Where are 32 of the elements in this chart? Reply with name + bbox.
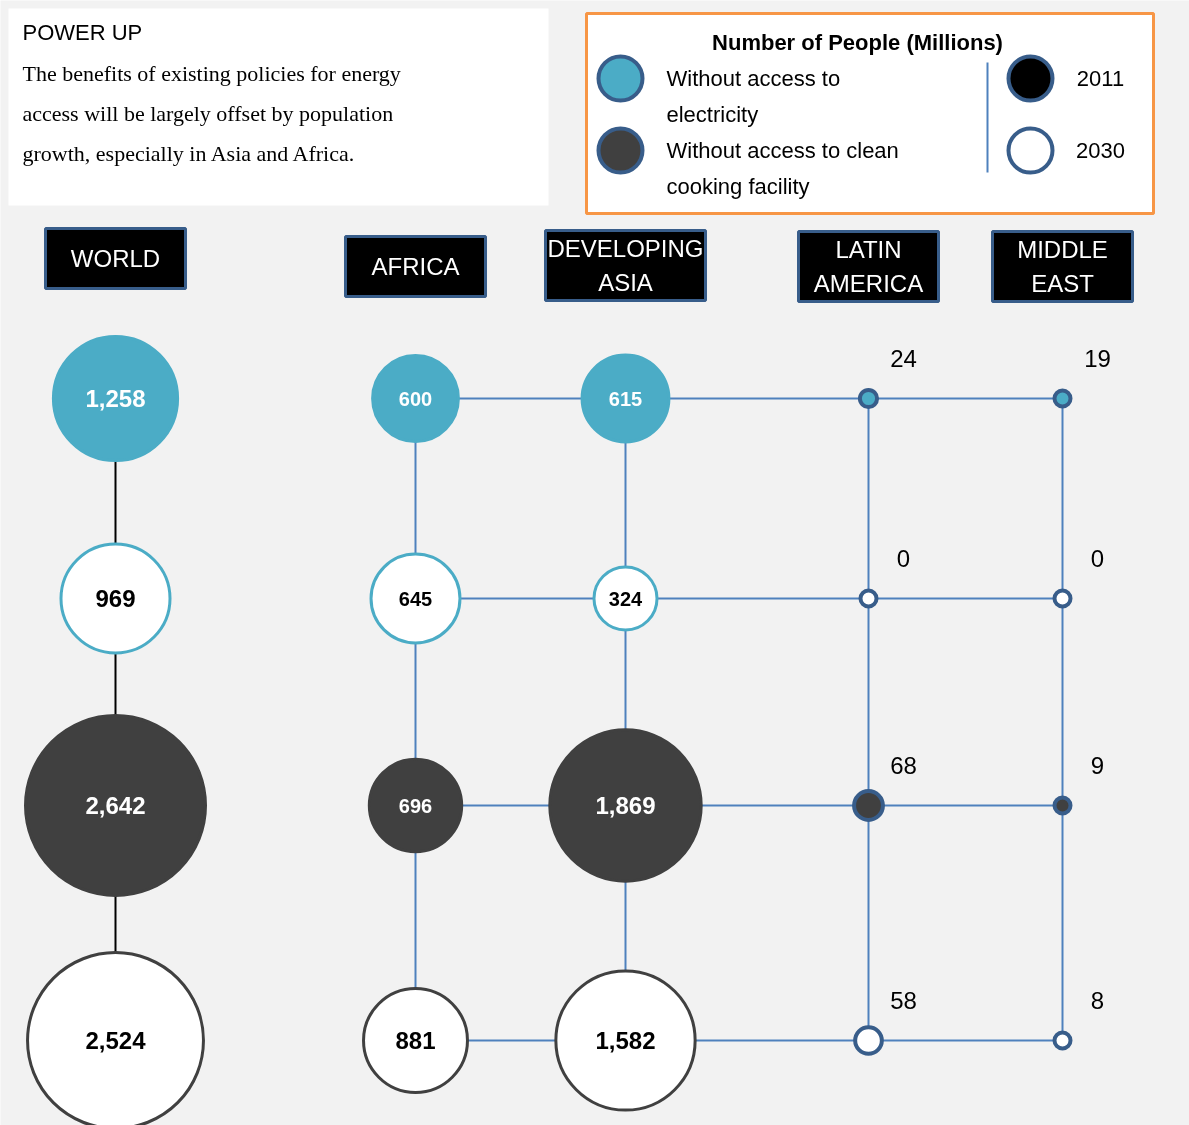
data-label: 645 — [398, 587, 433, 610]
data-label: 19 — [1084, 345, 1111, 372]
data-label: 1,582 — [595, 1027, 656, 1054]
data-label: 58 — [890, 987, 917, 1014]
text: POWER UP — [22, 20, 143, 45]
data-label: 600 — [398, 387, 433, 410]
text: The benefits of existing policies for energy access will be largely offset by population growth, especially in Asia and Africa. — [22, 61, 401, 166]
legend-label: Without access to clean cooking facility — [666, 138, 899, 199]
data-label: 8 — [1090, 987, 1105, 1014]
data-label: 1,869 — [595, 792, 656, 819]
data-label: 696 — [398, 794, 433, 817]
category-label: AFRICA — [371, 253, 460, 280]
data-label: 9 — [1090, 752, 1105, 779]
data-label: 24 — [890, 345, 917, 372]
data-label: 0 — [1090, 545, 1105, 572]
category-label: WORLD — [70, 245, 161, 272]
data-label: 615 — [608, 387, 643, 410]
text: 2030 — [1076, 138, 1125, 163]
category-label: LATIN AMERICA — [813, 236, 924, 297]
legend-label: Without access to electricity — [666, 66, 841, 127]
text: 2011 — [1076, 66, 1125, 91]
data-label: 969 — [95, 585, 136, 612]
data-label: 2,642 — [85, 792, 146, 819]
data-label: 0 — [896, 545, 911, 572]
data-label: 1,258 — [85, 385, 146, 412]
legend-title: Number of People (Millions) — [712, 30, 1003, 55]
data-label: 881 — [395, 1027, 436, 1054]
data-label: 324 — [608, 587, 644, 610]
data-label: 68 — [890, 752, 917, 779]
category-label: DEVELOPING ASIA — [547, 235, 704, 296]
category-label: MIDDLE EAST — [1017, 236, 1108, 297]
data-label: 2,524 — [85, 1027, 147, 1054]
